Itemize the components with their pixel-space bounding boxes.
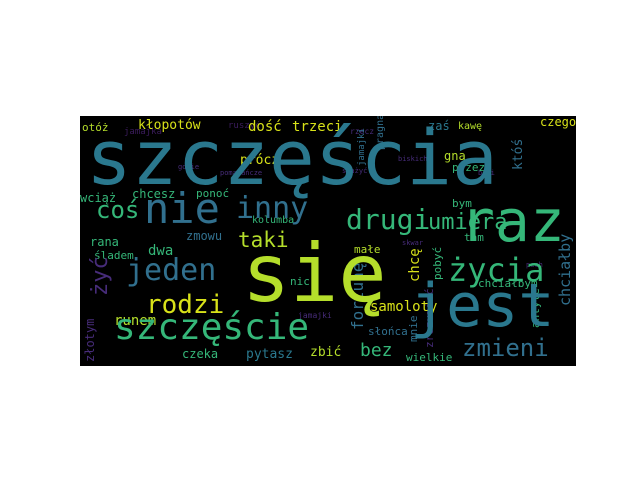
cloud-word: zmowu (186, 229, 223, 243)
cloud-word: wciąż (80, 191, 117, 205)
cloud-word: kłopotów (138, 118, 201, 133)
cloud-word: jamajki (298, 311, 332, 320)
cloud-word: bez (360, 340, 393, 361)
cloud-word: drugi (346, 203, 431, 236)
cloud-word: rana (90, 235, 119, 249)
cloud-word: chcesz (132, 187, 176, 201)
cloud-word: się (242, 227, 387, 320)
cloud-word: boli (478, 169, 495, 177)
cloud-word: ponoć (196, 187, 230, 200)
cloud-word: dość (248, 119, 282, 135)
cloud-word: jeden (126, 253, 217, 288)
cloud-word: życia (448, 251, 545, 289)
cloud-word: zaś (428, 119, 450, 133)
cloud-word: otóż (82, 121, 109, 134)
cloud-word: czeka (182, 347, 219, 361)
cloud-word: przez (452, 161, 486, 174)
cloud-word: gna (444, 149, 466, 163)
cloud-word: samoloty (370, 299, 438, 315)
cloud-word: skwar (402, 239, 424, 247)
cloud-word: kawę (458, 121, 483, 132)
cloud-word: kolumba (252, 215, 295, 226)
cloud-word: szczęścia (86, 116, 498, 202)
cloud-word: dwa (148, 243, 174, 259)
cloud-word: zmieni (462, 334, 549, 362)
cloud-word: nie (144, 184, 220, 233)
cloud-word: słońca (368, 325, 408, 338)
cloud-word: szczęście (114, 307, 310, 348)
cloud-word: pech (526, 261, 543, 269)
cloud-word: pomarańcze (220, 169, 263, 177)
cloud-word: śladem (94, 249, 134, 262)
cloud-word: umiera (428, 210, 508, 235)
cloud-word: ruszyć (228, 121, 261, 131)
cloud-word: jamajka (124, 127, 162, 137)
word-cloud: jamajka ruszyć gdzie pomarańcze smażyć b… (80, 116, 576, 366)
cloud-word: rzecz (350, 127, 375, 136)
cloud-word: bym (452, 197, 472, 210)
cloud-word: coś (96, 196, 140, 224)
cloud-word: biskich (398, 155, 428, 163)
cloud-word: złotym (83, 318, 97, 362)
cloud-word: rodzi (146, 290, 225, 320)
cloud-word: żyć (88, 256, 113, 296)
cloud-word: inny (236, 191, 309, 226)
cloud-word: małe (354, 243, 381, 256)
cloud-word: nic (290, 275, 310, 288)
cloud-word: gdzie (178, 163, 200, 171)
cloud-word: runem (114, 313, 157, 329)
cloud-word: chciałby (556, 233, 574, 306)
cloud-word: zbić (310, 345, 342, 360)
cloud-word: raz (460, 187, 565, 255)
cloud-word: pytasz (246, 347, 293, 362)
cloud-word: taki (238, 228, 289, 252)
cloud-word: trzeci (292, 119, 343, 135)
cloud-word: jest (410, 271, 555, 341)
cloud-word: wielkie (406, 351, 453, 364)
cloud-word: tam (464, 231, 484, 244)
cloud-word: czego (540, 116, 576, 129)
cloud-word: któś (511, 138, 526, 170)
cloud-word: chciałbym (478, 277, 538, 290)
cloud-word: smażyć (342, 167, 368, 175)
cloud-word: prócz (240, 153, 280, 168)
